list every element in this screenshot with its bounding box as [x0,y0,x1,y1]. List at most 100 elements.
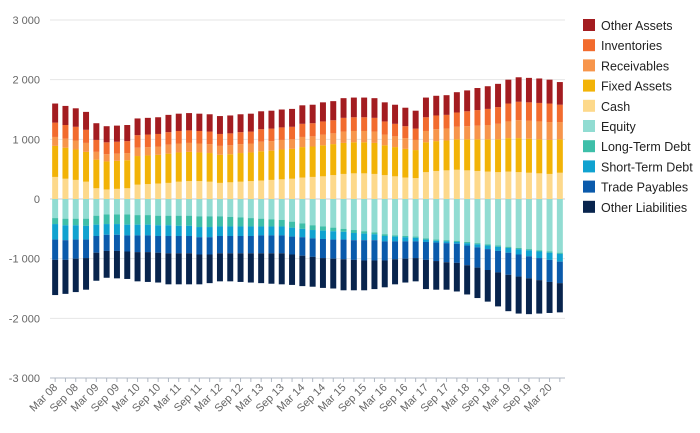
bar-segment-fixed-assets [247,152,254,182]
bar-segment-other-liabilities [299,255,306,287]
bar-segment-receivables [371,131,378,143]
bar-segment-cash [258,180,265,199]
bar-segment-other-assets [175,113,182,131]
bar-segment-long-term-debt [515,247,522,250]
bar-segment-fixed-assets [536,139,543,174]
bar-segment-inventories [258,129,265,142]
bar-segment-short-term-debt [93,224,100,236]
bar-segment-fixed-assets [402,148,409,178]
bar-segment-long-term-debt [319,226,326,231]
bar-segment-inventories [309,123,316,137]
bar-segment-inventories [464,111,471,127]
bar-segment-long-term-debt [309,225,316,231]
bar-segment-receivables [330,133,337,145]
bar-segment-other-assets [402,107,409,127]
bar-segment-other-assets [474,88,481,111]
legend-swatch-other-liabilities [583,200,595,213]
bar-segment-other-liabilities [165,253,172,285]
bar-segment-inventories [495,107,502,124]
bar-segment-short-term-debt [52,224,59,240]
bar-segment-long-term-debt [83,218,90,226]
bar-segment-other-liabilities [422,259,429,290]
bar-segment-short-term-debt [144,224,151,236]
bar-segment-receivables [412,139,419,151]
bar-segment-other-assets [422,97,429,118]
bar-segment-cash [247,181,254,199]
bar-segment-receivables [237,144,244,154]
bar-segment-other-assets [299,105,306,124]
bar-segment-trade-payables [330,239,337,259]
bar-segment-inventories [155,133,162,147]
bar-segment-fixed-assets [103,161,110,190]
bar-segment-equity [155,199,162,216]
bar-segment-trade-payables [186,235,193,254]
bar-segment-trade-payables [289,236,296,255]
bar-segment-long-term-debt [350,230,357,234]
bar-segment-inventories [474,110,481,126]
bar-segment-long-term-debt [268,219,275,227]
bar-segment-other-assets [83,111,90,130]
bar-segment-cash [443,170,450,199]
bar-segment-long-term-debt [392,235,399,237]
bar-segment-trade-payables [381,241,388,261]
bar-segment-inventories [134,135,141,148]
bar-segment-other-liabilities [350,259,357,291]
bar-segment-long-term-debt [175,215,182,226]
bar-segment-other-liabilities [227,253,234,282]
bar-segment-other-assets [113,125,120,142]
bar-segment-other-liabilities [144,252,151,282]
bar-segment-cash [165,182,172,199]
bar-segment-other-liabilities [237,253,244,282]
bar-segment-trade-payables [556,261,563,284]
bar-segment-short-term-debt [72,225,79,240]
bar-segment-short-term-debt [289,227,296,237]
bar-segment-receivables [556,122,563,140]
bar-segment-cash [62,178,69,199]
bar-segment-other-assets [515,77,522,102]
bar-segment-trade-payables [103,234,110,251]
bar-segment-other-liabilities [113,250,120,279]
bar-segment-short-term-debt [505,247,512,253]
bar-segment-short-term-debt [556,253,563,262]
bar-segment-inventories [247,131,254,144]
bar-segment-trade-payables [525,256,532,279]
bar-segment-short-term-debt [268,226,275,236]
bar-segment-cash [319,176,326,199]
bar-segment-receivables [278,139,285,150]
bar-segment-trade-payables [113,234,120,251]
bar-segment-short-term-debt [464,243,471,246]
bar-segment-long-term-debt [453,240,460,242]
bar-segment-fixed-assets [206,153,213,182]
bar-segment-short-term-debt [206,227,213,238]
bar-segment-short-term-debt [299,228,306,238]
bar-segment-trade-payables [268,235,275,254]
bar-segment-receivables [113,153,120,161]
bar-segment-long-term-debt [186,215,193,226]
bar-segment-cash [186,181,193,199]
bar-segment-cash [134,184,141,199]
bar-segment-receivables [175,143,182,153]
bar-segment-trade-payables [124,235,131,252]
bar-segment-receivables [515,120,522,139]
bar-segment-short-term-debt [402,237,409,242]
bar-segment-other-liabilities [536,280,543,314]
bar-segment-short-term-debt [412,237,419,242]
bar-segment-long-term-debt [134,215,141,225]
bar-segment-other-assets [289,108,296,127]
bar-segment-fixed-assets [124,160,131,189]
bar-segment-inventories [278,127,285,140]
legend-label-short-term-debt: Short-Term Debt [601,160,693,174]
bar-segment-other-liabilities [72,258,79,293]
bar-segment-equity [237,199,244,218]
bar-segment-cash [124,188,131,199]
legend-label-trade-payables: Trade Payables [601,181,688,195]
bar-segment-fixed-assets [495,139,502,173]
bar-segment-other-assets [247,113,254,132]
bar-segment-fixed-assets [546,139,553,174]
bar-segment-receivables [289,139,296,149]
bar-segment-other-assets [330,101,337,121]
bar-segment-other-liabilities [361,260,368,291]
bar-segment-long-term-debt [93,215,100,225]
bar-segment-other-assets [453,92,460,113]
bar-segment-cash [103,189,110,199]
